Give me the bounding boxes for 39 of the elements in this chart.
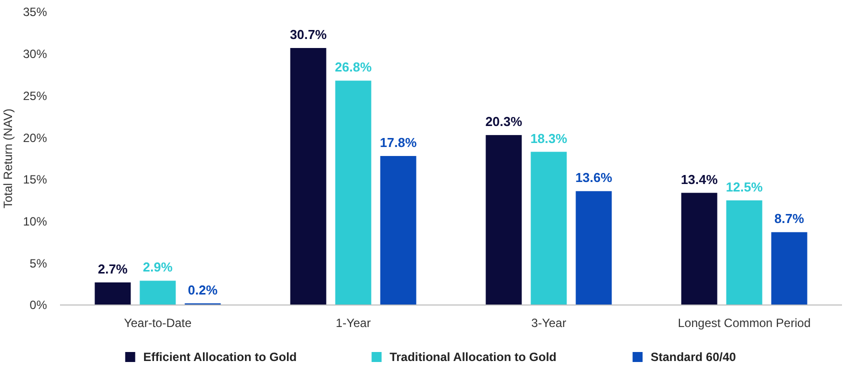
y-tick-label: 5% (30, 256, 48, 270)
bar (335, 80, 372, 305)
data-label: 12.5% (726, 179, 764, 194)
bar (94, 282, 131, 305)
bar (140, 280, 176, 305)
y-tick-label: 25% (22, 88, 48, 103)
data-label: 30.7% (290, 26, 328, 42)
x-tick-label: Longest Common Period (678, 316, 811, 330)
bar (771, 232, 808, 305)
x-tick-label: 1-Year (336, 316, 371, 330)
y-tick-label: 30% (22, 47, 48, 62)
y-tick-label: 0% (30, 298, 48, 312)
y-tick-label: 35% (22, 5, 48, 20)
data-label: 17.8% (380, 134, 418, 150)
y-tick-label: 20% (22, 130, 48, 145)
y-tick-label: 15% (22, 172, 48, 187)
bar (576, 191, 612, 305)
data-label: 8.7% (774, 211, 804, 226)
legend-label: Standard 60/40 (650, 350, 736, 364)
data-label: 13.6% (575, 170, 613, 186)
x-tick-label: 3-Year (531, 316, 566, 330)
data-label: 0.2% (188, 282, 218, 298)
bar (530, 152, 567, 305)
data-label: 20.3% (485, 114, 523, 130)
data-label: 18.3% (530, 130, 568, 146)
y-tick-label: 10% (22, 214, 48, 228)
legend-label: Traditional Allocation to Gold (390, 350, 556, 364)
bar (380, 156, 416, 305)
data-label: 13.4% (680, 172, 718, 187)
bar (486, 135, 522, 305)
data-label: 26.8% (334, 60, 372, 75)
bar (290, 48, 326, 305)
y-axis-title: Total Return (NAV) (1, 108, 15, 208)
bar (726, 200, 762, 305)
x-tick-label: Year-to-Date (124, 316, 192, 330)
bar (681, 192, 718, 305)
data-label: 2.9% (142, 260, 173, 275)
data-label: 2.7% (98, 261, 128, 276)
legend-label: Efficient Allocation to Gold (143, 350, 297, 364)
